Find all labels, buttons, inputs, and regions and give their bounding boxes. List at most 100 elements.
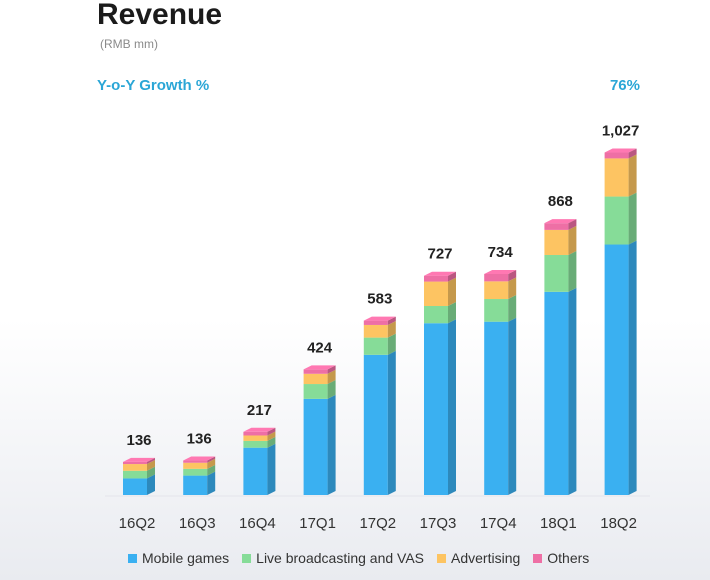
legend-label-mobile-games: Mobile games: [142, 550, 230, 566]
bar-side-others-17Q1: [327, 365, 336, 374]
bar-side-others-16Q2: [147, 457, 155, 465]
bar-side-live-broadcasting-16Q4: [267, 436, 276, 448]
bar-segment-advertising-16Q3: [183, 462, 208, 469]
x-tick-label-17Q2: 17Q2: [359, 515, 396, 532]
bar-side-others-17Q2: [387, 316, 396, 325]
bar-segment-others-16Q3: [183, 460, 208, 463]
bar-segment-others-17Q4: [484, 273, 509, 282]
bar-side-live-broadcasting-16Q3: [207, 464, 216, 476]
bar-segment-others-17Q2: [363, 320, 388, 325]
bar-top-17Q1: [303, 365, 336, 370]
bar-17Q2: [363, 316, 396, 495]
bar-side-others-18Q2: [628, 148, 637, 159]
bar-segment-others-16Q4: [243, 431, 268, 436]
legend-swatch-advertising: [437, 553, 447, 563]
bar-segment-mobile-games-16Q3: [183, 475, 208, 495]
bar-segment-advertising-18Q1: [544, 229, 569, 255]
bar-side-mobile-games-17Q4: [508, 317, 517, 495]
legend-swatch-mobile-games: [128, 553, 137, 563]
bar-top-17Q3: [424, 271, 456, 276]
x-tick-label-16Q3: 16Q3: [179, 515, 216, 532]
bar-side-live-broadcasting-18Q1: [568, 250, 577, 292]
bar-segment-advertising-17Q4: [484, 281, 509, 300]
bar-side-advertising-18Q2: [628, 154, 637, 197]
total-label-17Q2: 583: [367, 291, 392, 308]
total-label-16Q3: 136: [187, 431, 212, 448]
bar-segment-others-18Q2: [604, 152, 629, 159]
bar-segment-others-16Q2: [123, 461, 147, 465]
bar-side-advertising-17Q4: [508, 277, 517, 300]
bar-side-advertising-18Q1: [568, 225, 577, 255]
bar-segment-live-broadcasting-16Q2: [123, 470, 147, 479]
bar-segment-mobile-games-17Q3: [424, 323, 448, 495]
bar-side-mobile-games-16Q2: [147, 474, 155, 495]
bar-side-others-17Q3: [448, 271, 456, 282]
total-label-17Q1: 424: [307, 339, 333, 356]
bar-side-mobile-games-17Q2: [387, 350, 396, 495]
bar-side-live-broadcasting-17Q2: [387, 333, 396, 355]
bar-segment-advertising-17Q1: [303, 373, 328, 385]
total-label-17Q3: 727: [427, 246, 452, 263]
legend: Mobile games Live broadcasting and VAS A…: [128, 550, 589, 566]
bar-side-mobile-games-18Q1: [568, 287, 577, 495]
bar-16Q4: [243, 427, 276, 495]
bar-top-16Q2: [123, 457, 155, 462]
x-tick-label-17Q1: 17Q1: [299, 515, 336, 532]
legend-item-mobile-games: Mobile games: [128, 550, 229, 566]
bar-top-17Q4: [484, 269, 517, 274]
bar-top-17Q2: [363, 316, 396, 321]
bar-segment-advertising-16Q4: [243, 435, 268, 441]
bar-side-others-17Q4: [508, 269, 517, 282]
x-tick-label-16Q4: 16Q4: [239, 515, 276, 532]
bar-segment-mobile-games-16Q4: [243, 447, 268, 495]
bar-segment-live-broadcasting-17Q1: [303, 384, 328, 399]
bar-segment-advertising-17Q2: [363, 324, 388, 338]
bar-segment-mobile-games-16Q2: [123, 478, 147, 495]
bar-segment-mobile-games-18Q1: [544, 291, 569, 495]
bar-side-others-18Q1: [568, 219, 577, 230]
bar-side-advertising-17Q3: [448, 277, 456, 306]
total-label-18Q1: 868: [548, 193, 573, 210]
bar-side-live-broadcasting-17Q3: [448, 301, 456, 324]
bar-segment-live-broadcasting-18Q1: [544, 254, 569, 292]
bar-side-advertising-16Q2: [147, 460, 155, 471]
bar-segment-live-broadcasting-16Q4: [243, 440, 268, 448]
bar-side-others-16Q3: [207, 456, 216, 463]
x-tick-label-17Q3: 17Q3: [420, 515, 457, 532]
bar-segment-live-broadcasting-17Q2: [363, 337, 388, 355]
bar-segment-others-18Q1: [544, 223, 569, 230]
bar-side-mobile-games-18Q2: [628, 240, 637, 495]
bar-side-mobile-games-17Q1: [327, 394, 336, 495]
bar-segment-mobile-games-17Q2: [363, 354, 388, 495]
legend-swatch-others: [533, 553, 543, 563]
bar-segment-advertising-17Q3: [424, 281, 448, 306]
bar-side-live-broadcasting-18Q2: [628, 192, 637, 245]
bar-side-advertising-16Q4: [267, 431, 276, 441]
total-label-16Q2: 136: [126, 432, 151, 449]
bar-18Q2: [604, 148, 637, 495]
bar-17Q4: [484, 269, 517, 495]
growth-label: Y-o-Y Growth %: [97, 77, 210, 94]
x-tick-label-18Q1: 18Q1: [540, 515, 577, 532]
bar-side-live-broadcasting-17Q1: [327, 380, 336, 399]
bar-top-16Q4: [243, 427, 276, 432]
bar-16Q2: [123, 457, 155, 495]
legend-label-live-broadcasting: Live broadcasting and VAS: [256, 550, 425, 566]
bar-segment-mobile-games-18Q2: [604, 244, 629, 495]
bar-side-advertising-16Q3: [207, 458, 216, 469]
x-tick-label-16Q2: 16Q2: [119, 515, 156, 532]
bar-segment-others-17Q1: [303, 369, 328, 374]
legend-item-advertising: Advertising: [437, 550, 520, 566]
total-label-17Q4: 734: [488, 244, 514, 261]
bar-17Q3: [424, 271, 456, 495]
bar-top-16Q3: [183, 456, 216, 461]
bar-top-18Q1: [544, 219, 577, 224]
total-label-18Q2: 1,027: [602, 123, 640, 140]
bar-segment-mobile-games-17Q4: [484, 321, 509, 495]
bar-16Q3: [183, 456, 216, 495]
bar-17Q1: [303, 365, 336, 495]
bar-segment-live-broadcasting-18Q2: [604, 196, 629, 245]
x-tick-label-17Q4: 17Q4: [480, 515, 517, 532]
bar-segment-advertising-18Q2: [604, 158, 629, 197]
